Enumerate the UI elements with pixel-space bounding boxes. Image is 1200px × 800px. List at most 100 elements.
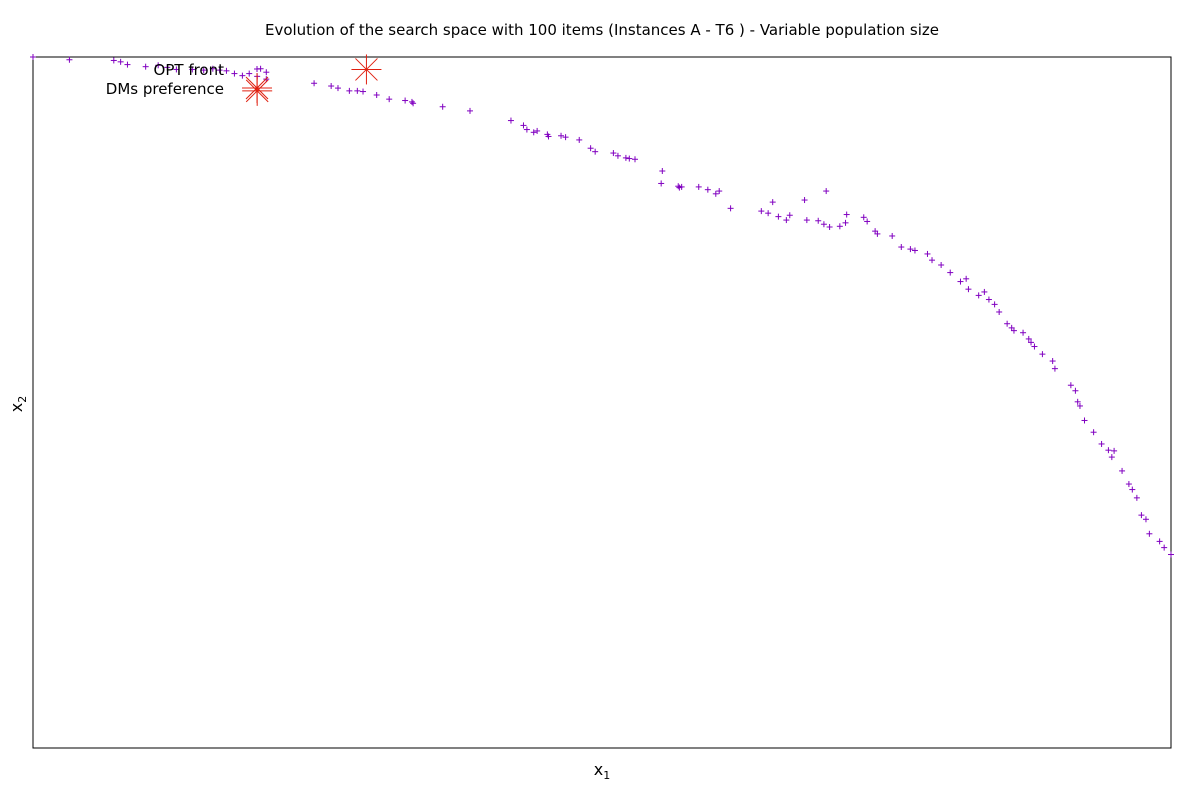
opt-front-point (842, 219, 849, 226)
opt-front-point (523, 126, 530, 133)
opt-front-point (311, 80, 318, 87)
opt-front-point (996, 308, 1003, 315)
opt-front-point (610, 150, 617, 157)
opt-front-point (1020, 329, 1027, 336)
opt-front-point (263, 69, 270, 76)
opt-front-point (562, 134, 569, 141)
opt-front-point (386, 96, 393, 103)
opt-front-point (587, 145, 594, 152)
opt-front-point (1049, 358, 1056, 365)
legend: OPT front DMs preference (106, 61, 272, 103)
opt-front-point (695, 183, 702, 190)
opt-front-point (346, 87, 353, 94)
opt-front-point (769, 199, 776, 206)
opt-front-point (545, 133, 552, 140)
opt-front-point (965, 286, 972, 293)
opt-front-point (815, 217, 822, 224)
opt-front-point (373, 92, 380, 99)
legend-label-dms-preference: DMs preference (106, 80, 224, 98)
opt-front-point (576, 136, 583, 143)
opt-front-point (898, 244, 905, 251)
opt-front-point (712, 190, 719, 197)
legend-entry-opt-front: OPT front (154, 61, 260, 79)
opt-front-point (632, 156, 639, 163)
opt-front-point (929, 257, 936, 264)
opt-front-point (110, 57, 117, 64)
opt-front-point (889, 232, 896, 239)
opt-front-point (1010, 327, 1017, 334)
opt-front-point (1105, 447, 1112, 454)
opt-front-point (947, 269, 954, 276)
opt-front-point (142, 63, 149, 70)
opt-front-point (626, 155, 633, 162)
opt-front-point (874, 230, 881, 237)
opt-front-point (223, 67, 230, 74)
opt-front-point (354, 87, 361, 94)
opt-front-point (466, 107, 473, 114)
opt-front-point (981, 288, 988, 295)
opt-front-point (534, 127, 541, 134)
opt-front-point (823, 188, 830, 195)
opt-front-point (786, 212, 793, 219)
opt-front-point (775, 213, 782, 220)
opt-front-point (558, 132, 565, 139)
opt-front-point (1138, 512, 1145, 519)
opt-front-point (1146, 530, 1153, 537)
opt-front-point (334, 85, 341, 92)
opt-front-point (985, 296, 992, 303)
opt-front-point (826, 223, 833, 230)
opt-front-point (758, 208, 765, 215)
opt-front-point (860, 214, 867, 221)
opt-front-point (1031, 343, 1038, 350)
opt-front-point (189, 66, 196, 73)
opt-front-point (507, 117, 514, 124)
opt-front-point (1076, 402, 1083, 409)
opt-front-point (801, 197, 808, 204)
opt-front-point (820, 221, 827, 228)
opt-front-point (676, 184, 683, 191)
opt-front-point (231, 70, 238, 77)
legend-entry-dms-preference: DMs preference (106, 73, 272, 103)
legend-marker-plus-icon (254, 66, 260, 72)
opt-front-point (1090, 429, 1097, 436)
opt-front-point (1142, 516, 1149, 523)
opt-front-point (1119, 467, 1126, 474)
opt-front-point (803, 217, 810, 224)
opt-front-point (907, 246, 914, 253)
opt-front-point (864, 218, 871, 225)
opt-front-point (727, 205, 734, 212)
opt-front-point (1168, 551, 1174, 558)
chart-title: Evolution of the search space with 100 i… (265, 21, 939, 39)
opt-front-point (1028, 339, 1035, 346)
opt-front-point (402, 97, 409, 104)
dm-preference-point (351, 54, 382, 85)
opt-front-point (520, 122, 527, 129)
opt-front-point (530, 129, 537, 136)
opt-front-point (1108, 454, 1115, 461)
opt-front-point (1125, 481, 1132, 488)
opt-front-point (963, 275, 970, 282)
opt-front-point (209, 65, 216, 72)
opt-front-point (200, 67, 207, 74)
opt-front-point (1072, 387, 1079, 394)
opt-front-point (117, 58, 124, 65)
opt-front-point (716, 188, 723, 195)
opt-front-point (155, 62, 162, 69)
opt-front-point (924, 250, 931, 257)
opt-front-point (246, 70, 253, 77)
opt-front-point (1025, 335, 1032, 342)
opt-front-point (1081, 417, 1088, 424)
opt-front-point (658, 180, 665, 187)
opt-front-point (239, 72, 246, 79)
opt-front-point (1133, 494, 1140, 501)
legend-label-opt-front: OPT front (154, 61, 225, 79)
opt-front-point (1098, 440, 1105, 447)
opt-front-point (408, 98, 415, 105)
legend-marker-star-icon (242, 73, 272, 103)
opt-front-point (975, 292, 982, 299)
opt-front-point (911, 247, 918, 254)
opt-front-point (1004, 320, 1011, 327)
opt-front-point (360, 88, 367, 95)
opt-front-point (216, 67, 223, 74)
